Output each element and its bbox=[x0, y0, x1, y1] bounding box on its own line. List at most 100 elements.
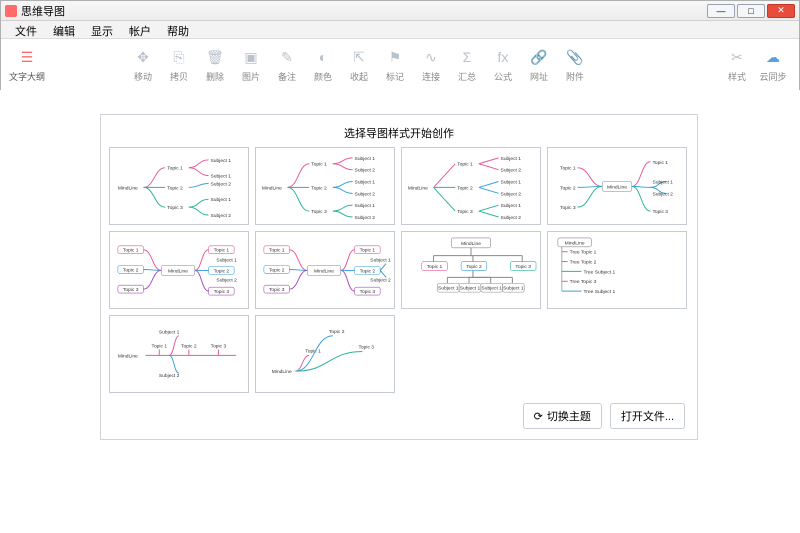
template-both-sides-boxes[interactable]: MindLineTopic 1Topic 2Topic 3Topic 1Topi… bbox=[109, 231, 249, 309]
toolbar-3-button[interactable]: ▣图片 bbox=[233, 42, 269, 87]
template-right-tree-brackets[interactable]: MindLineTopic 1Topic 2Topic 3Subject 1Su… bbox=[255, 147, 395, 225]
svg-text:MindLine: MindLine bbox=[272, 369, 292, 375]
toolbar-icon: 🔗 bbox=[528, 46, 550, 68]
svg-text:Topic 2: Topic 2 bbox=[457, 185, 473, 191]
svg-text:Subject 1: Subject 1 bbox=[501, 203, 522, 209]
svg-text:Subject 1: Subject 1 bbox=[355, 156, 376, 162]
svg-text:Subject 2: Subject 2 bbox=[211, 181, 232, 187]
menu-edit[interactable]: 编辑 bbox=[45, 21, 83, 38]
svg-text:Topic 1: Topic 1 bbox=[360, 248, 376, 254]
toolbar-7-button[interactable]: ⚑标记 bbox=[377, 42, 413, 87]
svg-text:Topic 2: Topic 2 bbox=[466, 264, 482, 270]
svg-text:Subject 1: Subject 1 bbox=[355, 179, 376, 185]
toolbar-12-button[interactable]: 📎附件 bbox=[557, 42, 593, 87]
svg-text:Subject 1: Subject 1 bbox=[159, 330, 180, 336]
svg-text:Topic 2: Topic 2 bbox=[311, 185, 327, 191]
template-upward[interactable]: MindLineTopic 1Topic 2Topic 3 bbox=[255, 315, 395, 393]
toolbar-right-1-button[interactable]: ☁云同步 bbox=[755, 42, 791, 87]
svg-text:MindLine: MindLine bbox=[262, 185, 282, 191]
minimize-button[interactable]: — bbox=[707, 4, 735, 18]
toolbar-4-button[interactable]: ✎备注 bbox=[269, 42, 305, 87]
menu-account[interactable]: 帐户 bbox=[121, 21, 159, 38]
toolbar-icon: ✂ bbox=[726, 46, 748, 68]
svg-text:Topic 3: Topic 3 bbox=[123, 287, 139, 293]
svg-text:Topic 1: Topic 1 bbox=[311, 162, 327, 168]
svg-text:Subject 2: Subject 2 bbox=[652, 191, 673, 197]
toolbar-6-button[interactable]: ⇱收起 bbox=[341, 42, 377, 87]
svg-text:Topic 1: Topic 1 bbox=[269, 248, 285, 254]
svg-text:Topic 1: Topic 1 bbox=[457, 162, 473, 168]
toolbar-8-button[interactable]: ∿连接 bbox=[413, 42, 449, 87]
svg-text:Topic 3: Topic 3 bbox=[269, 287, 285, 293]
open-file-button[interactable]: 打开文件... bbox=[610, 403, 685, 429]
svg-text:Topic 1: Topic 1 bbox=[652, 160, 668, 166]
switch-theme-button[interactable]: ⟳ 切换主题 bbox=[523, 403, 602, 429]
template-both-sides[interactable]: MindLineTopic 1Topic 2Topic 3Topic 1Subj… bbox=[547, 147, 687, 225]
window-controls: — □ ✕ bbox=[705, 4, 795, 18]
svg-text:Subject 2: Subject 2 bbox=[211, 213, 232, 219]
menu-help[interactable]: 帮助 bbox=[159, 21, 197, 38]
toolbar-1-button[interactable]: ⎘拷贝 bbox=[161, 42, 197, 87]
template-right-tree-lines[interactable]: MindLineTopic 1Topic 2Topic 3Subject 1Su… bbox=[109, 147, 249, 225]
template-tree-outline[interactable]: MindLineTree Topic 1Tree Topic 2Tree Sub… bbox=[547, 231, 687, 309]
toolbar-2-button[interactable]: 🗑删除 bbox=[197, 42, 233, 87]
svg-text:Topic 1: Topic 1 bbox=[560, 166, 576, 172]
svg-text:Subject 2: Subject 2 bbox=[501, 215, 522, 221]
title-bar: 思维导图 — □ ✕ bbox=[1, 1, 799, 21]
svg-text:Topic 3: Topic 3 bbox=[652, 209, 668, 215]
svg-text:MindLine: MindLine bbox=[607, 184, 627, 190]
svg-text:Topic 1: Topic 1 bbox=[427, 264, 443, 270]
toolbar-icon: 🗑 bbox=[204, 46, 226, 68]
menu-file[interactable]: 文件 bbox=[7, 21, 45, 38]
toolbar-0-button[interactable]: ✥移动 bbox=[125, 42, 161, 87]
toolbar-10-button[interactable]: fx公式 bbox=[485, 42, 521, 87]
svg-text:Topic 2: Topic 2 bbox=[181, 344, 197, 350]
svg-text:Subject 2: Subject 2 bbox=[501, 191, 522, 197]
toolbar-icon: fx bbox=[492, 46, 514, 68]
toolbar: ☰ 文字大纲 ✥移动⎘拷贝🗑删除▣图片✎备注◐颜色⇱收起⚑标记∿连接Σ汇总fx公… bbox=[1, 39, 799, 91]
toolbar-icon: ⇱ bbox=[348, 46, 370, 68]
svg-text:Subject 1: Subject 1 bbox=[211, 158, 232, 164]
window-title: 思维导图 bbox=[21, 3, 65, 19]
svg-text:Topic 3: Topic 3 bbox=[560, 205, 576, 211]
svg-text:Subject 2: Subject 2 bbox=[501, 168, 522, 174]
svg-text:MindLine: MindLine bbox=[408, 185, 428, 191]
toolbar-icon: Σ bbox=[456, 46, 478, 68]
toolbar-11-button[interactable]: 🔗网址 bbox=[521, 42, 557, 87]
list-icon: ☰ bbox=[16, 46, 38, 68]
toolbar-5-button[interactable]: ◐颜色 bbox=[305, 42, 341, 87]
toolbar-9-button[interactable]: Σ汇总 bbox=[449, 42, 485, 87]
svg-text:Topic 1: Topic 1 bbox=[167, 166, 183, 172]
svg-text:MindLine: MindLine bbox=[118, 353, 138, 359]
svg-text:Topic 1: Topic 1 bbox=[123, 248, 139, 254]
template-org-chart[interactable]: MindLineTopic 1Topic 2Topic 3Subject 1Su… bbox=[401, 231, 541, 309]
template-linear[interactable]: MindLineTopic 1Topic 2Topic 3Subject 1Su… bbox=[109, 315, 249, 393]
toolbar-icon: ⎘ bbox=[168, 46, 190, 68]
svg-text:Subject 2: Subject 2 bbox=[355, 215, 376, 221]
toolbar-right-0-button[interactable]: ✂样式 bbox=[719, 42, 755, 87]
toolbar-outline-button[interactable]: ☰ 文字大纲 bbox=[9, 42, 45, 87]
svg-text:Topic 2: Topic 2 bbox=[123, 267, 139, 273]
svg-text:MindLine: MindLine bbox=[168, 268, 188, 274]
svg-text:Topic 2: Topic 2 bbox=[269, 267, 285, 273]
svg-text:Topic 2: Topic 2 bbox=[329, 329, 345, 335]
svg-text:Subject 1: Subject 1 bbox=[501, 179, 522, 185]
template-both-sides-rounded[interactable]: MindLineTopic 1Topic 2Topic 3Topic 1Topi… bbox=[255, 231, 395, 309]
svg-text:Subject 1: Subject 1 bbox=[481, 286, 502, 292]
toolbar-icon: ∿ bbox=[420, 46, 442, 68]
svg-text:Topic 1: Topic 1 bbox=[305, 348, 321, 354]
svg-text:Subject 1: Subject 1 bbox=[652, 179, 673, 185]
svg-text:Subject 1: Subject 1 bbox=[370, 258, 391, 264]
menu-bar: 文件 编辑 显示 帐户 帮助 bbox=[1, 21, 799, 39]
template-panel: 选择导图样式开始创作 MindLineTopic 1Topic 2Topic 3… bbox=[100, 114, 698, 440]
toolbar-icon: 📎 bbox=[564, 46, 586, 68]
close-button[interactable]: ✕ bbox=[767, 4, 795, 18]
toolbar-icon: ▣ bbox=[240, 46, 262, 68]
menu-view[interactable]: 显示 bbox=[83, 21, 121, 38]
svg-text:Topic 3: Topic 3 bbox=[167, 205, 183, 211]
svg-text:Tree Subject 1: Tree Subject 1 bbox=[583, 269, 615, 275]
maximize-button[interactable]: □ bbox=[737, 4, 765, 18]
svg-text:MindLine: MindLine bbox=[565, 240, 585, 246]
template-right-tree-straight[interactable]: MindLineTopic 1Topic 2Topic 3Subject 1Su… bbox=[401, 147, 541, 225]
svg-text:Subject 1: Subject 1 bbox=[438, 286, 459, 292]
